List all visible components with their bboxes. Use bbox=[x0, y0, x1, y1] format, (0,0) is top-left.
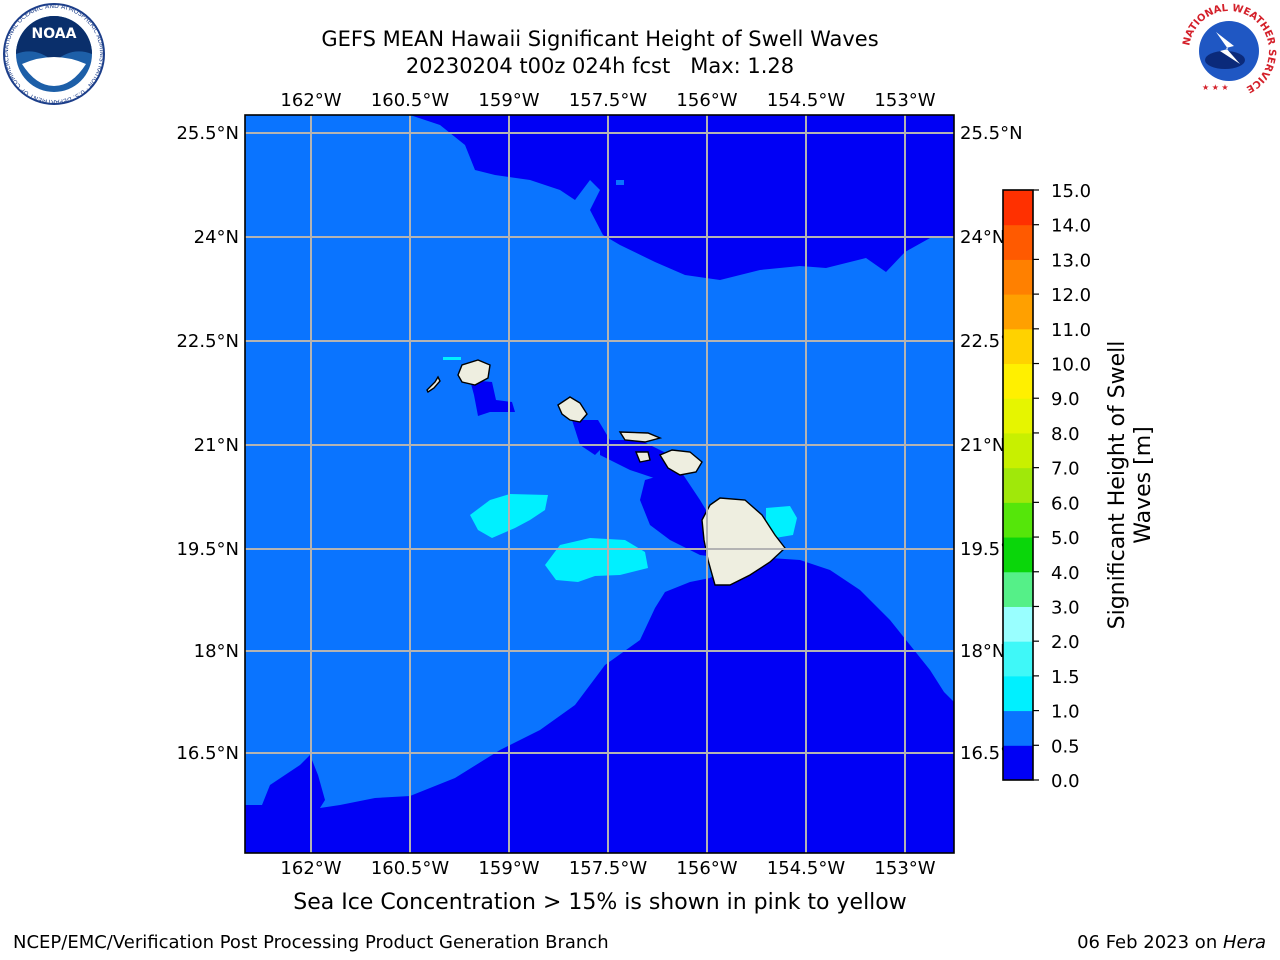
lat-label: 24°N bbox=[960, 227, 1005, 248]
colorbar-tick-label: 1.0 bbox=[1051, 702, 1080, 723]
colorbar-tick-label: 11.0 bbox=[1051, 320, 1091, 341]
nws-logo: NATIONAL WEATHER SERVICE ★ ★ ★ bbox=[1181, 3, 1277, 98]
colorbar-segment bbox=[1003, 328, 1033, 365]
lon-labels-bottom: 162°W 160.5°W 159°W 157.5°W 156°W 154.5°… bbox=[280, 858, 935, 879]
colorbar-label-line2: Waves [m] bbox=[1131, 426, 1156, 543]
colorbar-tick-label: 6.0 bbox=[1051, 493, 1080, 514]
island-niihau bbox=[426, 375, 441, 394]
colorbar-tick-label: 2.0 bbox=[1051, 632, 1080, 653]
lat-label: 18°N bbox=[194, 641, 239, 662]
colorbar-frame bbox=[1002, 189, 1034, 781]
colorbar-segment bbox=[1003, 294, 1033, 330]
swell-field-cyan-3 bbox=[766, 506, 797, 538]
footer-date-text: 06 Feb 2023 on bbox=[1077, 932, 1223, 953]
island-maui bbox=[658, 449, 703, 476]
map-area bbox=[245, 115, 954, 853]
colorbar-segment bbox=[1003, 537, 1033, 573]
colorbar-segment bbox=[1003, 745, 1033, 781]
map-title: GEFS MEAN Hawaii Significant Height of S… bbox=[321, 27, 879, 51]
lon-label: 157.5°W bbox=[569, 90, 648, 111]
colorbar-tick-label: 3.0 bbox=[1051, 597, 1080, 618]
colorbar-tick-label: 9.0 bbox=[1051, 389, 1080, 410]
lon-label: 160.5°W bbox=[371, 90, 450, 111]
lat-label: 16.5°N bbox=[176, 743, 239, 764]
lat-label: 22.5°N bbox=[176, 331, 239, 352]
swell-field-north-low bbox=[410, 115, 954, 280]
island-kauai bbox=[457, 359, 491, 386]
colorbar-tick-label: 8.0 bbox=[1051, 424, 1080, 445]
lat-label: 25.5°N bbox=[176, 123, 239, 144]
colorbar-segment bbox=[1003, 467, 1033, 503]
colorbar-tick-label: 10.0 bbox=[1051, 355, 1091, 376]
colorbar-tick-label: 4.0 bbox=[1051, 563, 1080, 584]
colorbar-segment bbox=[1003, 190, 1033, 226]
swell-field-south-low bbox=[245, 558, 954, 853]
island-lanai bbox=[634, 451, 651, 463]
lat-label: 25.5°N bbox=[960, 123, 1023, 144]
colorbar-segment bbox=[1003, 398, 1033, 434]
lon-label: 154.5°W bbox=[767, 90, 846, 111]
swell-field-kauai-lee bbox=[470, 380, 515, 416]
colorbar-segment bbox=[1003, 710, 1033, 746]
lon-label: 162°W bbox=[280, 90, 341, 111]
swell-field-pocket bbox=[616, 180, 624, 185]
lon-label: 154.5°W bbox=[767, 858, 846, 879]
noaa-logo-text: NOAA bbox=[32, 26, 77, 42]
lon-label: 160.5°W bbox=[371, 858, 450, 879]
lat-label: 24°N bbox=[194, 227, 239, 248]
colorbar-tick-label: 0.5 bbox=[1051, 736, 1080, 757]
footer-date: 06 Feb 2023 on Hera bbox=[1077, 932, 1266, 953]
colorbar-tick-label: 5.0 bbox=[1051, 528, 1080, 549]
lon-label: 157.5°W bbox=[569, 858, 648, 879]
lon-label: 159°W bbox=[478, 90, 539, 111]
colorbar: 0.0 0.5 1.0 1.5 2.0 3.0 4.0 5.0 6.0 7.0 8.0 9.0 10.0… bbox=[1002, 181, 1091, 792]
lon-label: 162°W bbox=[280, 858, 341, 879]
colorbar-tick-label: 7.0 bbox=[1051, 459, 1080, 480]
colorbar-tick-label: 12.0 bbox=[1051, 285, 1091, 306]
lon-label: 156°W bbox=[676, 90, 737, 111]
lon-label: 153°W bbox=[874, 858, 935, 879]
colorbar-tick-label: 15.0 bbox=[1051, 181, 1091, 202]
colorbar-label-line1: Significant Height of Swell bbox=[1105, 341, 1130, 630]
colorbar-tick-label: 1.5 bbox=[1051, 667, 1080, 688]
map-gridlines bbox=[245, 115, 954, 853]
lat-label: 21°N bbox=[194, 435, 239, 456]
island-molokai bbox=[618, 431, 663, 443]
swell-field-oahu-lee bbox=[572, 420, 610, 455]
nws-star-icon: ★ ★ ★ bbox=[1202, 83, 1229, 92]
swell-field-cyan-4 bbox=[443, 357, 461, 360]
noaa-logo: NATIONAL OCEANIC AND ATMOSPHERIC ADMINIS… bbox=[3, 3, 105, 105]
lat-label: 21°N bbox=[960, 435, 1005, 456]
map-subtitle: 20230204 t00z 024h fcst Max: 1.28 bbox=[405, 54, 795, 78]
lon-labels-top: 162°W 160.5°W 159°W 157.5°W 156°W 154.5°… bbox=[280, 90, 935, 111]
lon-label: 159°W bbox=[478, 858, 539, 879]
footer-system: Hera bbox=[1222, 932, 1266, 953]
colorbar-tick-label: 13.0 bbox=[1051, 250, 1091, 271]
island-hawaii bbox=[701, 497, 786, 586]
colorbar-tick-label: 14.0 bbox=[1051, 216, 1091, 237]
footer-credit: NCEP/EMC/Verification Post Processing Pr… bbox=[13, 932, 609, 953]
colorbar-segment bbox=[1003, 571, 1033, 607]
colorbar-tick-label: 0.0 bbox=[1051, 771, 1080, 792]
island-oahu bbox=[557, 396, 588, 423]
lat-label: 18°N bbox=[960, 641, 1005, 662]
map-frame bbox=[244, 114, 955, 854]
lat-label: 19.5°N bbox=[176, 539, 239, 560]
lat-labels-left: 25.5°N 24°N 22.5°N 21°N 19.5°N 18°N 16.5… bbox=[176, 123, 239, 764]
lon-label: 153°W bbox=[874, 90, 935, 111]
colorbar-segment bbox=[1003, 224, 1033, 260]
islands bbox=[426, 359, 786, 586]
colorbar-segment bbox=[1003, 641, 1033, 677]
colorbar-segment bbox=[1003, 363, 1033, 399]
sea-ice-note: Sea Ice Concentration > 15% is shown in … bbox=[293, 890, 907, 915]
colorbar-segment bbox=[1003, 606, 1033, 642]
colorbar-segment bbox=[1003, 675, 1033, 712]
colorbar-segment bbox=[1003, 259, 1033, 295]
lon-label: 156°W bbox=[676, 858, 737, 879]
colorbar-segment bbox=[1003, 432, 1033, 469]
colorbar-segment bbox=[1003, 502, 1033, 538]
